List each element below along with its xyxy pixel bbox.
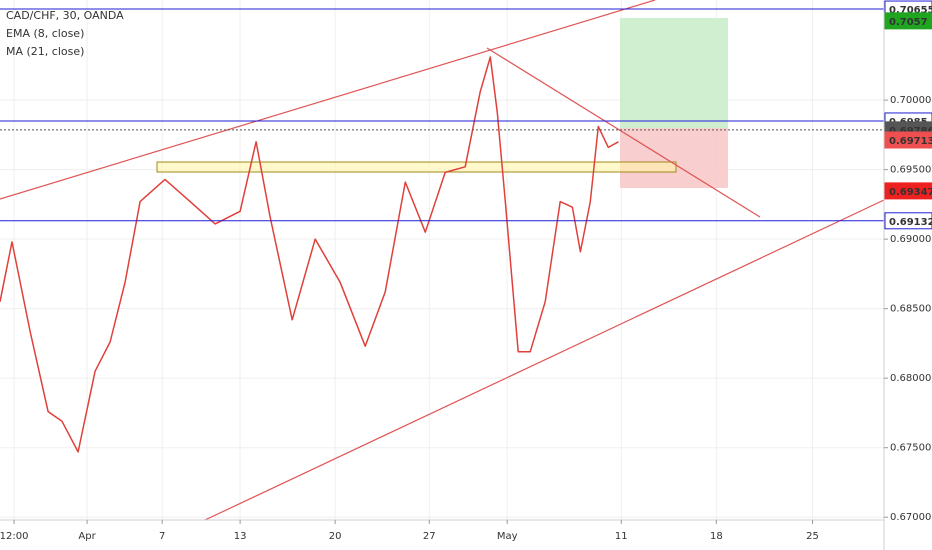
x-tick-label: 27	[423, 531, 436, 542]
x-tick-label: 7	[159, 531, 165, 542]
price-label: 0.69786	[889, 126, 932, 137]
x-tick-label: 20	[329, 531, 342, 542]
x-tick-label: 11	[615, 531, 628, 542]
price-label: 0.69347	[889, 187, 932, 198]
price-label: 0.69132	[889, 217, 932, 228]
y-tick-label: 0.70000	[890, 95, 931, 106]
x-tick-label: 25	[806, 531, 819, 542]
chart-title: CAD/CHF, 30, OANDA	[6, 9, 124, 22]
price-label-box	[884, 12, 932, 30]
x-tick-label: 12:00	[0, 531, 28, 542]
price-label-box	[884, 182, 932, 200]
legend-entry: MA (21, close)	[6, 45, 84, 58]
x-tick-label: Apr	[78, 531, 96, 542]
legend-entry: EMA (8, close)	[6, 27, 84, 40]
profit-zone	[620, 18, 728, 128]
loss-zone	[620, 128, 728, 188]
y-tick-label: 0.68500	[890, 304, 931, 315]
y-tick-label: 0.67500	[890, 443, 931, 454]
support-zone	[156, 161, 677, 173]
y-tick-label: 0.67000	[890, 512, 931, 523]
upper-channel-line	[0, 0, 656, 200]
price-line	[0, 56, 619, 453]
x-tick-label: May	[497, 531, 518, 542]
y-tick-label: 0.69000	[890, 234, 931, 245]
y-tick-label: 0.69500	[890, 165, 931, 176]
y-tick-label: 0.68000	[890, 373, 931, 384]
x-tick-label: 18	[710, 531, 723, 542]
x-tick-label: 13	[234, 531, 247, 542]
price-label: 0.69713	[889, 136, 932, 147]
lower-channel-line	[204, 199, 885, 521]
down-trend-line	[486, 47, 761, 218]
price-label-box	[884, 131, 932, 149]
price-label: 0.70655	[889, 5, 932, 16]
plot	[0, 8, 884, 453]
price-label: 0.7057	[889, 17, 928, 28]
price-label-box	[884, 212, 932, 230]
